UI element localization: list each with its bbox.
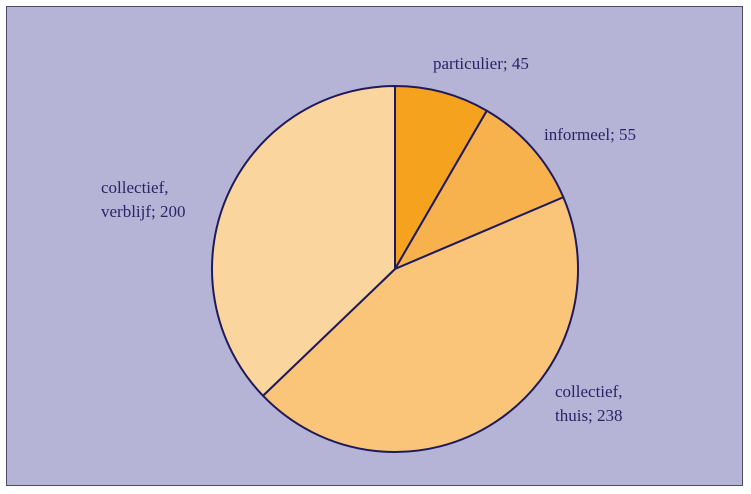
pie-slice-0: [394, 85, 488, 270]
slice-label-line: collectief,: [101, 178, 169, 197]
labels-layer: particulier; 45 informeel; 55 collectief, t…: [101, 54, 636, 425]
slice-label-1: informeel; 55: [544, 125, 636, 144]
pie-slice-2: [261, 196, 579, 453]
slices-layer: [211, 85, 579, 453]
slice-label-line: informeel; 55: [544, 125, 636, 144]
slice-label-line: particulier; 45: [433, 54, 529, 73]
slice-label-3: collectief, verblijf; 200: [101, 178, 186, 221]
pie-slice-1: [394, 109, 565, 270]
slice-label-0: particulier; 45: [433, 54, 529, 73]
pie-chart: particulier; 45 informeel; 55 collectief, t…: [7, 7, 742, 485]
slice-label-2: collectief, thuis; 238: [555, 382, 623, 425]
slice-label-line: collectief,: [555, 382, 623, 401]
chart-frame: particulier; 45 informeel; 55 collectief, t…: [6, 6, 743, 486]
slice-label-line: verblijf; 200: [101, 202, 186, 221]
pie-slice-3: [211, 85, 396, 397]
slice-label-line: thuis; 238: [555, 406, 623, 425]
